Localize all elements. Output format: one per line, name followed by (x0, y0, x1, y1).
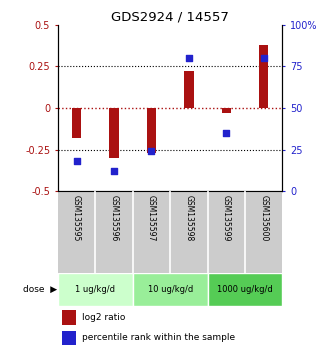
Point (186, 55, 191, 61)
Text: GSM135597: GSM135597 (147, 195, 156, 242)
Point (224, 130, 229, 136)
Text: GSM135600: GSM135600 (259, 195, 268, 242)
Text: log2 ratio: log2 ratio (82, 313, 126, 322)
Bar (72, 108, 81, 138)
Point (111, 169, 117, 174)
Bar (208, 273, 282, 306)
Bar (62, 310, 76, 325)
Point (74, 159, 79, 164)
Bar (109, 108, 119, 158)
Bar (58, 273, 133, 306)
Bar (259, 45, 268, 108)
Title: GDS2924 / 14557: GDS2924 / 14557 (111, 11, 229, 24)
Bar (133, 273, 208, 306)
Text: GSM135596: GSM135596 (109, 195, 118, 242)
Bar (62, 331, 76, 345)
Text: dose  ▶: dose ▶ (23, 285, 57, 294)
Text: GSM135595: GSM135595 (72, 195, 81, 242)
Point (149, 149, 154, 154)
Text: 1000 ug/kg/d: 1000 ug/kg/d (217, 285, 273, 294)
Text: 10 ug/kg/d: 10 ug/kg/d (148, 285, 193, 294)
Point (261, 55, 266, 61)
Text: GSM135599: GSM135599 (222, 195, 231, 242)
Text: GSM135598: GSM135598 (184, 195, 193, 242)
Bar (147, 108, 156, 153)
Text: 1 ug/kg/d: 1 ug/kg/d (75, 285, 115, 294)
Bar (221, 108, 231, 113)
Bar (184, 72, 194, 108)
Text: percentile rank within the sample: percentile rank within the sample (82, 333, 236, 342)
